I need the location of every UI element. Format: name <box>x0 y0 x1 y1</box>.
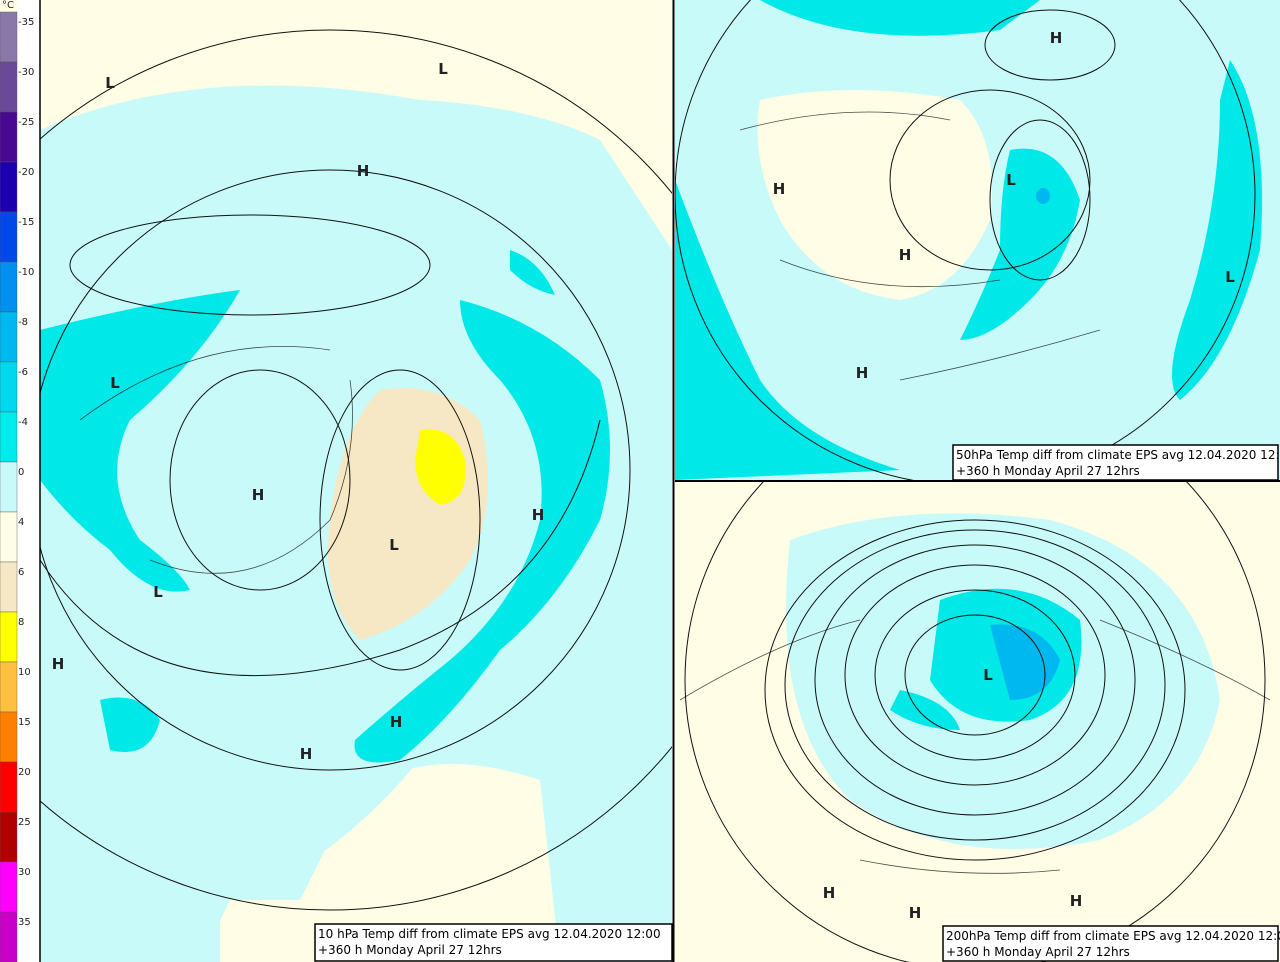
legend-label: -35 <box>18 17 34 28</box>
pressure-label: L <box>105 74 115 92</box>
pressure-label: H <box>300 745 313 763</box>
legend-label: -6 <box>18 367 28 378</box>
caption-line: 10 hPa Temp diff from climate EPS avg 12… <box>318 927 661 941</box>
legend-label: -4 <box>18 417 28 428</box>
pressure-label: H <box>52 655 65 673</box>
legend-swatch <box>0 711 18 763</box>
caption-box <box>314 923 673 962</box>
caption-line: 200hPa Temp diff from climate EPS avg 12… <box>946 929 1280 943</box>
legend-swatch <box>0 561 18 613</box>
legend-swatch <box>0 761 18 813</box>
pressure-label: H <box>909 904 922 922</box>
legend-swatch <box>0 211 18 263</box>
legend-label: -25 <box>18 117 34 128</box>
caption-box <box>942 925 1279 962</box>
pressure-label: H <box>1050 29 1063 47</box>
pressure-label: H <box>823 884 836 902</box>
legend-swatch <box>0 61 18 113</box>
pressure-label: L <box>389 536 399 554</box>
legend-label: 10 <box>18 667 31 678</box>
panel-200hpa <box>675 482 1280 962</box>
pressure-label: H <box>532 506 545 524</box>
legend-swatch <box>0 861 18 913</box>
legend-label: -20 <box>18 167 34 178</box>
legend-swatch <box>0 611 18 663</box>
pressure-label: L <box>438 60 448 78</box>
pressure-label: L <box>153 583 163 601</box>
legend-label: -30 <box>18 67 34 78</box>
captions: 10 hPa Temp diff from climate EPS avg 12… <box>314 444 1280 962</box>
pressure-label: H <box>252 486 265 504</box>
pressure-labels: L L H L H L H L H H H H L H H L H L H H H <box>52 29 1236 922</box>
pressure-label: H <box>1070 892 1083 910</box>
legend-swatch <box>0 461 18 513</box>
legend-label: 25 <box>18 817 31 828</box>
legend-label: 8 <box>18 617 24 628</box>
pressure-label: L <box>1225 268 1235 286</box>
pressure-label: H <box>390 713 403 731</box>
caption-box <box>952 444 1279 481</box>
legend-swatch <box>0 411 18 463</box>
legend-swatch <box>0 311 18 363</box>
caption-line: 50hPa Temp diff from climate EPS avg 12.… <box>956 448 1280 462</box>
legend-label: -15 <box>18 217 34 228</box>
legend-label: 4 <box>18 517 24 528</box>
legend-label: -8 <box>18 317 28 328</box>
caption-line: +360 h Monday April 27 12hrs <box>318 943 502 957</box>
panel-10hpa <box>40 0 672 962</box>
legend-swatch <box>0 811 18 863</box>
legend-swatch <box>0 261 18 313</box>
legend-swatch <box>0 111 18 163</box>
caption-line: +360 h Monday April 27 12hrs <box>946 945 1130 959</box>
pressure-label: H <box>899 246 912 264</box>
pressure-label: H <box>773 180 786 198</box>
legend-swatch <box>0 11 18 63</box>
legend-label: 30 <box>18 867 31 878</box>
panel-50hpa <box>675 0 1280 480</box>
legend-swatch <box>0 511 18 563</box>
pressure-label: H <box>357 162 370 180</box>
pressure-label: L <box>983 666 993 684</box>
legend-label: 6 <box>18 567 24 578</box>
legend-swatch <box>0 911 18 962</box>
legend-label: 20 <box>18 767 31 778</box>
pressure-label: L <box>110 374 120 392</box>
legend-label: 35 <box>18 917 31 928</box>
legend-swatch <box>0 161 18 213</box>
legend-unit: °C <box>2 0 14 11</box>
legend-swatch <box>0 361 18 413</box>
legend-label: 0 <box>18 467 24 478</box>
pressure-label: L <box>1006 171 1016 189</box>
legend-swatch <box>0 661 18 713</box>
color-legend: °C -35 -30 -25 -20 -15 -10 -8 -6 -4 0 4 6 8 10 15 20 25 30… <box>0 0 34 962</box>
caption-line: +360 h Monday April 27 12hrs <box>956 464 1140 478</box>
pressure-label: H <box>856 364 869 382</box>
legend-label: 15 <box>18 717 31 728</box>
legend-label: -10 <box>18 267 34 278</box>
